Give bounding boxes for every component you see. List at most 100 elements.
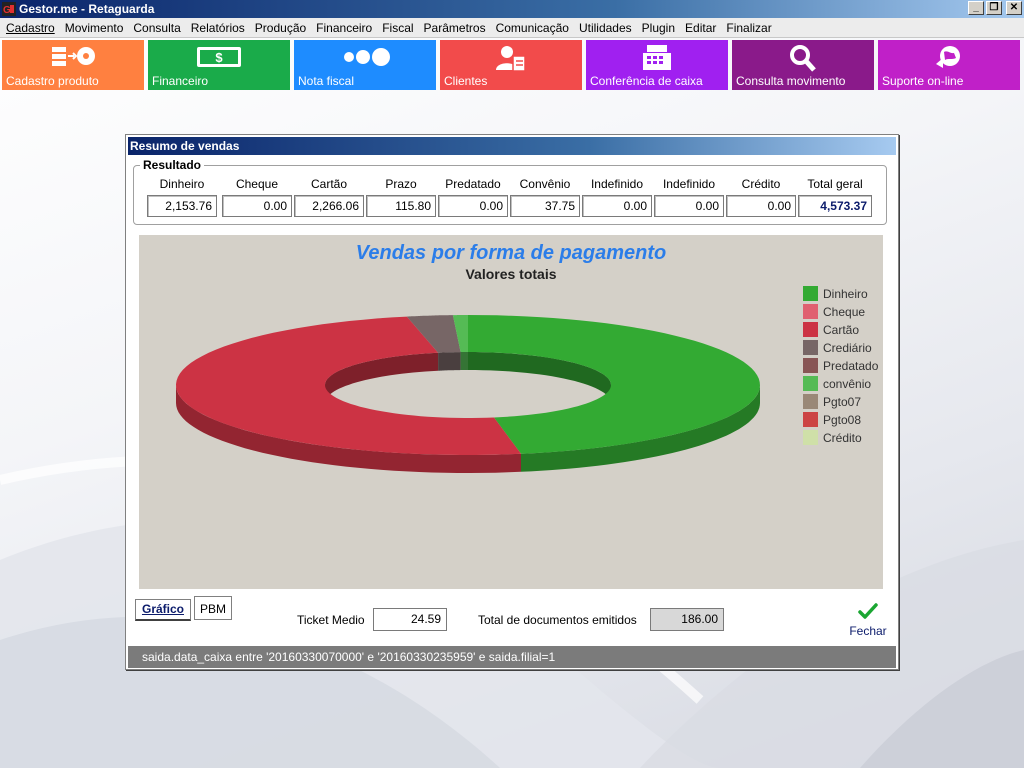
legend-swatch-convênio	[803, 376, 818, 391]
window-title: Gestor.me - Retaguarda	[19, 2, 155, 16]
legend-swatch-dinheiro	[803, 286, 818, 301]
app-logo-icon: G	[2, 2, 16, 16]
tile-label: Financeiro	[152, 74, 209, 88]
window-title-bar: G Gestor.me - Retaguarda _ ❐ ✕	[0, 0, 1024, 18]
ticket-medio-label: Ticket Medio	[297, 613, 365, 627]
tab-grafico[interactable]: Gráfico	[135, 599, 191, 621]
docs-total-value: 186.00	[650, 608, 724, 631]
tile-nota-fiscal[interactable]: Nota fiscal	[294, 40, 436, 90]
dots-icon	[344, 48, 390, 66]
field-label: Cartão	[310, 177, 348, 191]
legend-label-cheque: Cheque	[823, 305, 865, 319]
slice-inner-wall-dinheiro	[468, 352, 611, 403]
product-register-icon	[52, 47, 95, 66]
tab-pbm[interactable]: PBM	[194, 596, 232, 620]
tile-suporte-online[interactable]: Suporte on-line	[878, 40, 1020, 90]
menu-finalizar[interactable]: Finalizar	[726, 20, 772, 35]
slice-inner-wall-convênio	[460, 352, 468, 370]
svg-text:G: G	[3, 5, 11, 16]
field-prazo: Prazo 115.80	[366, 177, 436, 217]
menu-editar[interactable]: Editar	[685, 20, 717, 35]
field-value[interactable]: 0.00	[222, 195, 292, 217]
field-label: Convênio	[519, 177, 571, 191]
menu-comunicacao[interactable]: Comunicação	[495, 20, 569, 35]
tile-financeiro[interactable]: $ Financeiro	[148, 40, 290, 90]
slice-crediário[interactable]	[406, 315, 461, 353]
menu-fiscal[interactable]: Fiscal	[382, 20, 414, 35]
legend-swatch-cartão	[803, 322, 818, 337]
field-dinheiro: Dinheiro 2,153.76	[147, 177, 217, 217]
tile-label: Cadastro produto	[6, 74, 99, 88]
tile-conferencia-caixa[interactable]: Conferência de caixa	[586, 40, 728, 90]
menu-cadastro[interactable]: Cadastro	[6, 20, 55, 35]
tile-label: Suporte on-line	[882, 74, 964, 88]
legend-label-crédito: Crédito	[823, 431, 862, 445]
field-value[interactable]: 4,573.37	[798, 195, 872, 217]
legend-swatch-predatado	[803, 358, 818, 373]
menu-bar: Cadastro Movimento Consulta Relatórios P…	[0, 18, 1024, 38]
menu-utilidades[interactable]: Utilidades	[578, 20, 632, 35]
client-icon	[496, 46, 526, 72]
slice-convênio[interactable]	[452, 315, 468, 352]
tile-label: Clientes	[444, 74, 488, 88]
legend-label-convênio: convênio	[823, 377, 871, 391]
field-label: Prazo	[385, 177, 417, 191]
slice-cartão[interactable]	[176, 316, 521, 455]
legend-label-crediário: Crediário	[823, 341, 872, 355]
legend-swatch-pgto07	[803, 394, 818, 409]
svg-text:$: $	[215, 50, 223, 65]
fechar-button[interactable]: Fechar	[846, 603, 890, 638]
result-group	[133, 165, 887, 225]
dialog-title: Resumo de vendas	[128, 137, 896, 155]
docs-total-label: Total de documentos emitidos	[478, 613, 637, 627]
chart-legend: Dinheiro Cheque Cartão Crediário Predatado co…	[803, 286, 879, 445]
close-window-button[interactable]: ✕	[1006, 1, 1022, 15]
field-value[interactable]: 2,266.06	[294, 195, 364, 217]
tile-consulta-movimento[interactable]: Consulta movimento	[732, 40, 874, 90]
field-value[interactable]: 0.00	[438, 195, 508, 217]
tile-cadastro-produto[interactable]: Cadastro produto	[2, 40, 144, 90]
field-value[interactable]: 0.00	[726, 195, 796, 217]
legend-label-predatado: Predatado	[823, 359, 879, 373]
ticket-medio-value[interactable]: 24.59	[373, 608, 447, 631]
tile-clientes[interactable]: Clientes	[440, 40, 582, 90]
tile-label: Nota fiscal	[298, 74, 355, 88]
field-indefinido-2: Indefinido 0.00	[654, 177, 724, 217]
field-label: Indefinido	[662, 177, 716, 191]
field-label: Predatado	[445, 177, 501, 191]
menu-financeiro[interactable]: Financeiro	[316, 20, 373, 35]
legend-label-cartão: Cartão	[823, 323, 859, 337]
field-value[interactable]: 0.00	[654, 195, 724, 217]
field-value[interactable]: 115.80	[366, 195, 436, 217]
legend-label-dinheiro: Dinheiro	[823, 287, 868, 301]
menu-relatorios[interactable]: Relatórios	[190, 20, 245, 35]
chart-subtitle: Valores totais	[465, 266, 556, 282]
tile-label: Consulta movimento	[736, 74, 846, 88]
field-label: Total geral	[807, 177, 863, 191]
field-cheque: Cheque 0.00	[222, 177, 292, 217]
field-indefinido-1: Indefinido 0.00	[582, 177, 652, 217]
menu-producao[interactable]: Produção	[254, 20, 307, 35]
slice-dinheiro[interactable]	[468, 315, 760, 454]
menu-movimento[interactable]: Movimento	[64, 20, 124, 35]
slice-inner-wall-crediário	[438, 352, 461, 371]
minimize-button[interactable]: _	[968, 1, 984, 15]
legend-swatch-crediário	[803, 340, 818, 355]
legend-swatch-cheque	[803, 304, 818, 319]
field-convenio: Convênio 37.75	[510, 177, 580, 217]
field-value[interactable]: 37.75	[510, 195, 580, 217]
menu-consulta[interactable]: Consulta	[133, 20, 181, 35]
field-value[interactable]: 0.00	[582, 195, 652, 217]
slice-outer-wall-cartão	[176, 385, 521, 473]
chart-title: Vendas por forma de pagamento	[356, 242, 666, 264]
donut-chart: Vendas por forma de pagamento Valores to…	[176, 242, 879, 473]
field-label: Dinheiro	[159, 177, 205, 191]
field-label: Indefinido	[590, 177, 644, 191]
menu-parametros[interactable]: Parâmetros	[423, 20, 486, 35]
field-value[interactable]: 2,153.76	[147, 195, 217, 217]
legend-swatch-crédito	[803, 430, 818, 445]
field-label: Crédito	[741, 177, 781, 191]
restore-button[interactable]: ❐	[986, 1, 1002, 15]
slice-outer-wall-dinheiro	[521, 385, 760, 472]
menu-plugin[interactable]: Plugin	[641, 20, 676, 35]
